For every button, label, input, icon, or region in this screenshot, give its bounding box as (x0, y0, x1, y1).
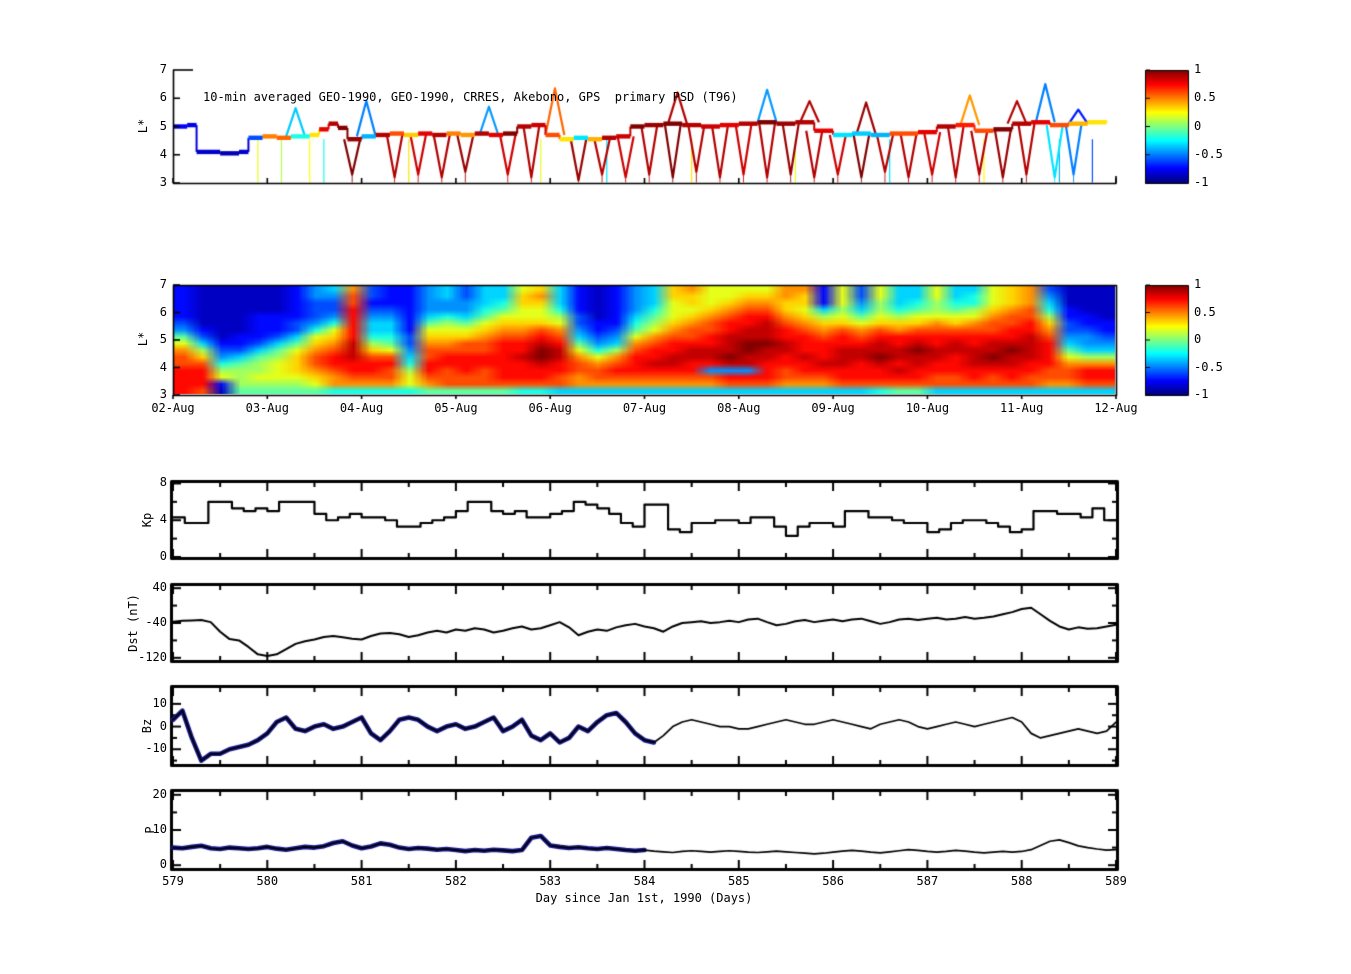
cb2-tick-0: 0 (1194, 332, 1202, 346)
date-tick-02-Aug: 02-Aug (151, 401, 195, 415)
date-tick-09-Aug: 09-Aug (811, 401, 855, 415)
x-axis-label: Day since Jan 1st, 1990 (Days) (535, 891, 753, 905)
cb2-tick-0.5: 0.5 (1194, 304, 1216, 319)
day-tick-589: 589 (1105, 874, 1127, 888)
day-tick-584: 584 (633, 874, 656, 888)
cb2-tick--0.5: -0.5 (1194, 359, 1223, 374)
heatmap-ytick-4: 4 (159, 359, 167, 374)
day-tick-583: 583 (539, 874, 562, 888)
tracks-ytick-4: 4 (159, 146, 167, 161)
date-tick-04-Aug: 04-Aug (339, 401, 384, 415)
date-tick-08-Aug: 08-Aug (717, 401, 761, 415)
p-ytick-0: 0 (159, 857, 167, 872)
heatmap-ytick-6: 6 (159, 304, 167, 319)
day-tick-579: 579 (162, 874, 184, 888)
date-tick-06-Aug: 06-Aug (528, 401, 572, 415)
day-tick-580: 580 (256, 874, 279, 888)
tracks-ytick-3: 3 (159, 175, 167, 189)
bz-ytick--10: -10 (145, 741, 167, 756)
cb2-tick-1: 1 (1194, 277, 1202, 291)
p-ytick-10: 10 (152, 822, 167, 836)
day-tick-586: 586 (822, 874, 844, 888)
day-tick-588: 588 (1010, 874, 1033, 888)
date-tick-07-Aug: 07-Aug (622, 401, 667, 415)
heatmap-ytick-5: 5 (159, 332, 167, 346)
p-ytick-20: 20 (152, 786, 167, 801)
day-tick-585: 585 (727, 874, 750, 888)
dst-ytick--120: -120 (138, 649, 167, 664)
heatmap-ytick-3: 3 (159, 387, 167, 401)
cb2-tick--1: -1 (1194, 387, 1209, 401)
cb1-tick--0.5: -0.5 (1194, 146, 1223, 161)
tracks-ytick-6: 6 (159, 90, 167, 105)
tracks-panel-title: 10-min averaged GEO-1990, GEO-1990, CRRE… (203, 90, 738, 104)
date-tick-12-Aug: 12-Aug (1094, 401, 1138, 415)
dst-ytick--40: -40 (145, 615, 167, 629)
day-tick-582: 582 (445, 874, 467, 888)
date-tick-05-Aug: 05-Aug (434, 401, 478, 415)
cb1-tick-0: 0 (1194, 118, 1202, 133)
date-tick-10-Aug: 10-Aug (905, 401, 950, 415)
kp-ytick-4: 4 (159, 512, 167, 527)
kp-ytick-8: 8 (159, 475, 167, 490)
kp-ytick-0: 0 (159, 549, 167, 563)
bz-ytick-10: 10 (152, 695, 167, 710)
date-tick-03-Aug: 03-Aug (245, 401, 289, 415)
bz-ytick-0: 0 (159, 718, 167, 733)
cb1-tick-1: 1 (1194, 62, 1202, 76)
day-tick-581: 581 (350, 874, 373, 888)
cb1-tick--1: -1 (1194, 175, 1209, 189)
day-tick-587: 587 (916, 874, 939, 888)
heatmap-ytick-7: 7 (159, 277, 167, 291)
tracks-ytick-5: 5 (159, 118, 167, 133)
dst-ytick-40: 40 (152, 580, 167, 595)
date-tick-11-Aug: 11-Aug (1000, 401, 1044, 415)
cb1-tick-0.5: 0.5 (1194, 90, 1216, 105)
tracks-ytick-7: 7 (159, 62, 167, 76)
